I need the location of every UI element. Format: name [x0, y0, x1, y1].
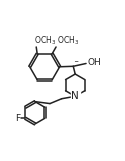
Text: ─: ─	[74, 60, 77, 65]
Text: F: F	[15, 114, 20, 123]
Text: OH: OH	[88, 58, 102, 67]
Text: OCH$_3$: OCH$_3$	[34, 34, 56, 47]
Text: N: N	[71, 91, 79, 101]
Text: OCH$_3$: OCH$_3$	[56, 34, 79, 47]
